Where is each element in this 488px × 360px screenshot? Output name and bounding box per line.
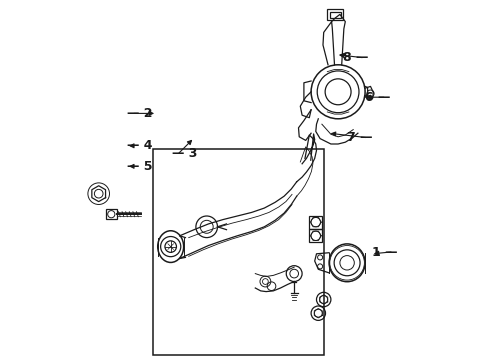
Bar bbox=[106, 209, 117, 219]
Text: 8 —: 8 — bbox=[343, 51, 368, 64]
Bar bbox=[309, 216, 322, 229]
Text: — 5: — 5 bbox=[127, 160, 153, 173]
Bar bbox=[152, 149, 323, 355]
Text: — 4: — 4 bbox=[127, 139, 153, 152]
Bar bbox=[309, 229, 322, 242]
Text: 7 —: 7 — bbox=[346, 131, 371, 144]
Text: 6 —: 6 — bbox=[364, 91, 389, 104]
Text: — 2: — 2 bbox=[127, 107, 153, 120]
Text: — 3: — 3 bbox=[172, 147, 198, 159]
Bar bbox=[329, 12, 340, 18]
Bar bbox=[326, 9, 343, 20]
Text: 1 —: 1 — bbox=[371, 246, 397, 258]
